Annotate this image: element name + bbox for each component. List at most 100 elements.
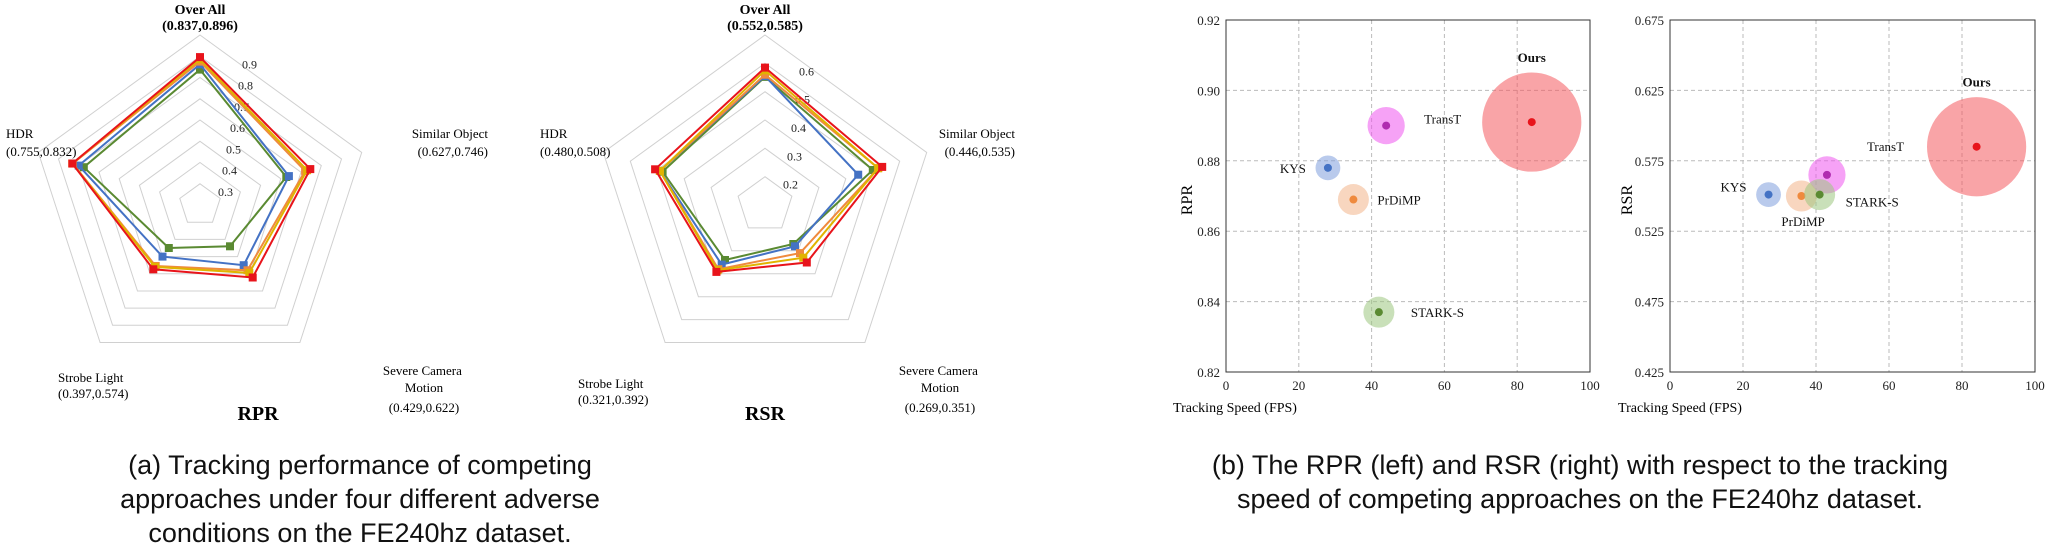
plot-frame	[1225, 19, 1591, 373]
series-stark-s-line	[661, 75, 875, 262]
series-ours-marker	[196, 53, 204, 62]
axis-label-strobe-light: Strobe Light	[578, 376, 644, 391]
grid-ring	[37, 34, 363, 343]
axis-label-severe-camera-motion-line1: Severe Camera	[383, 363, 462, 378]
series-stark-s-marker	[196, 65, 204, 74]
series-ours-marker	[761, 63, 769, 72]
x-tick-label: 20	[1292, 378, 1305, 393]
grid-ring	[629, 62, 901, 321]
grid-ring	[78, 76, 322, 309]
axis-range-similar-object: (0.446,0.535)	[945, 144, 1015, 159]
grid-ring	[179, 183, 221, 223]
point-label-stark-s: STARK-S	[1411, 305, 1464, 320]
series-kys-marker	[284, 172, 293, 181]
x-tick-label: 100	[2025, 378, 2045, 393]
point-prdimp	[1797, 192, 1806, 200]
series-kys-marker	[74, 161, 83, 170]
point-label-transt: TransT	[1424, 112, 1461, 127]
axis-range-strobe-light: (0.321,0.392)	[578, 392, 648, 407]
axis-label-hdr: HDR	[6, 126, 34, 141]
caption-a: (a) Tracking performance of competing ap…	[120, 450, 600, 548]
point-kys	[1323, 163, 1332, 172]
y-axis-label: RPR	[1179, 185, 1196, 216]
series-ours-marker	[802, 258, 811, 267]
x-tick-label: 100	[1580, 378, 1600, 393]
figure: Over All (0.837,0.896) Similar Object (0…	[6, 3, 2045, 425]
x-tick-label: 0	[1223, 378, 1230, 393]
axis-label-similar-object: Similar Object	[412, 126, 489, 141]
x-tick-label: 60	[1438, 378, 1451, 393]
series-transt-marker	[799, 253, 808, 262]
grid-ring	[98, 98, 302, 292]
chart-title-rsr: RSR	[745, 403, 786, 425]
axis-label-overall: Over All	[740, 3, 791, 18]
y-tick-label: 0.90	[1197, 83, 1220, 98]
y-tick-label: 0.86	[1197, 224, 1220, 239]
caption-b: (b) The RPR (left) and RSR (right) with …	[1211, 450, 1949, 514]
point-label-prdimp: PrDiMP	[1377, 193, 1420, 208]
grid-ring	[683, 119, 847, 275]
point-label-prdimp: PrDiMP	[1781, 214, 1824, 229]
radar-tick-label: 0.4	[791, 121, 806, 135]
radar-rsr: Over All (0.552,0.585) Similar Object (0…	[540, 3, 1015, 425]
series-transt-marker	[655, 166, 664, 175]
series-prdimp-marker	[796, 249, 804, 258]
point-label-kys: KYS	[1280, 161, 1306, 176]
x-axis-label: Tracking Speed (FPS)	[1618, 401, 1742, 416]
point-prdimp	[1349, 195, 1358, 204]
x-axis-label: Tracking Speed (FPS)	[1173, 401, 1297, 416]
axis-range-similar-object: (0.627,0.746)	[418, 144, 488, 159]
y-tick-label: 0.675	[1635, 13, 1664, 28]
series-kys-line	[77, 62, 291, 267]
radar-grid	[37, 34, 363, 343]
series-ours-line	[653, 66, 884, 273]
series-ours-marker	[306, 165, 315, 174]
grid-ring	[737, 176, 793, 229]
y-tick-label: 0.92	[1197, 13, 1220, 28]
series-kys-marker	[791, 242, 799, 251]
grid-ring	[159, 161, 241, 240]
radar-tick-label: 0.3	[218, 185, 233, 199]
series-stark-s-marker	[721, 256, 729, 264]
x-tick-label: 40	[1365, 378, 1378, 393]
y-tick-label: 0.475	[1635, 295, 1664, 310]
radar-tick-label: 0.4	[222, 164, 237, 178]
point-ours	[1527, 118, 1536, 127]
axis-range-severe-camera-motion: (0.429,0.622)	[389, 400, 459, 415]
series-ours-marker	[68, 159, 77, 168]
y-tick-label: 0.425	[1635, 365, 1664, 380]
y-tick-label: 0.84	[1197, 295, 1220, 310]
radar-rpr: Over All (0.837,0.896) Similar Object (0…	[6, 3, 488, 425]
y-tick-label: 0.625	[1635, 83, 1664, 98]
point-transt	[1822, 170, 1831, 179]
point-stark-s	[1374, 308, 1383, 317]
radar-tick-label: 0.5	[226, 142, 241, 156]
point-label-stark-s: STARK-S	[1846, 195, 1899, 210]
axis-label-severe-camera-motion-line2: Motion	[921, 380, 960, 395]
series-ours-marker	[651, 165, 660, 174]
point-transt	[1382, 121, 1391, 130]
series-stark-s-marker	[226, 242, 234, 251]
series-kys-marker	[239, 261, 248, 270]
axis-label-severe-camera-motion: Severe Camera Motion	[899, 363, 981, 395]
axis-range-overall: (0.837,0.896)	[162, 19, 238, 34]
axis-range-strobe-light: (0.397,0.574)	[58, 386, 128, 401]
grid-ring	[602, 34, 928, 343]
axis-range-severe-camera-motion: (0.269,0.351)	[905, 400, 975, 415]
axis-label-similar-object: Similar Object	[939, 126, 1016, 141]
point-stark-s	[1815, 190, 1824, 199]
point-label-transt: TransT	[1867, 139, 1904, 154]
x-tick-label: 60	[1883, 378, 1896, 393]
x-tick-label: 80	[1511, 378, 1524, 393]
grid-ring	[57, 55, 343, 326]
series-ours-marker	[878, 162, 887, 171]
point-ours	[1972, 142, 1981, 151]
series-prdimp-marker	[761, 70, 769, 79]
series-transt-line	[658, 69, 880, 272]
series-stark-s-marker	[79, 163, 88, 172]
series-stark-s-marker	[164, 244, 173, 252]
axis-range-hdr: (0.755,0.832)	[6, 144, 76, 159]
axis-label-severe-camera-motion-line1: Severe Camera	[899, 363, 978, 378]
y-tick-label: 0.575	[1635, 154, 1664, 169]
point-kys	[1764, 190, 1773, 199]
